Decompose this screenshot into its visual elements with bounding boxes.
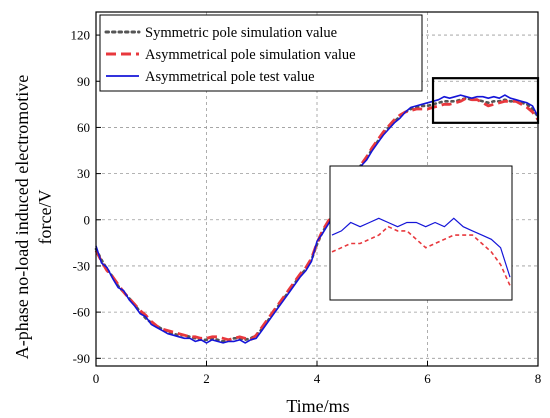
legend: Symmetric pole simulation value Asymmetr…: [99, 14, 423, 92]
y-tick-label: 60: [77, 120, 90, 135]
x-tick-label: 8: [535, 371, 542, 386]
series-layer: [94, 94, 540, 344]
y-axis-title-line1: A-phase no-load induced electromotive: [12, 75, 32, 359]
x-tick-label: 6: [424, 371, 431, 386]
y-axis-title-line2: force/V: [35, 190, 55, 245]
y-tick-label: 120: [71, 28, 91, 43]
y-tick-label: -60: [73, 305, 90, 320]
x-tick-label: 0: [93, 371, 100, 386]
legend-label-asym-test: Asymmetrical pole test value: [145, 69, 315, 85]
legend-label-symmetric: Symmetric pole simulation value: [145, 25, 337, 41]
y-tick-label: -30: [73, 258, 90, 273]
x-axis-title: Time/ms: [286, 396, 349, 416]
zoom-region-box: [431, 77, 540, 124]
axis-ticks: 0 2 4 6 8 -90 -60 -30 0 30 60 90 120: [71, 28, 542, 386]
series-line-1: [94, 96, 540, 342]
inset-frame: [329, 165, 513, 301]
y-tick-label: 0: [84, 212, 91, 227]
inset-series-layer: [331, 217, 511, 286]
inset-series-line-2: [331, 217, 511, 278]
series-line-2: [95, 94, 539, 344]
x-tick-label: 2: [203, 371, 210, 386]
y-tick-label: 90: [77, 74, 90, 89]
legend-frame: [99, 14, 423, 92]
x-tick-label: 4: [314, 371, 321, 386]
inset-zoom-panel: [329, 165, 513, 301]
y-tick-label: -90: [73, 351, 90, 366]
legend-label-asym-sim: Asymmetrical pole simulation value: [145, 47, 356, 63]
y-tick-label: 30: [77, 166, 90, 181]
inset-series-line-1: [331, 225, 511, 286]
